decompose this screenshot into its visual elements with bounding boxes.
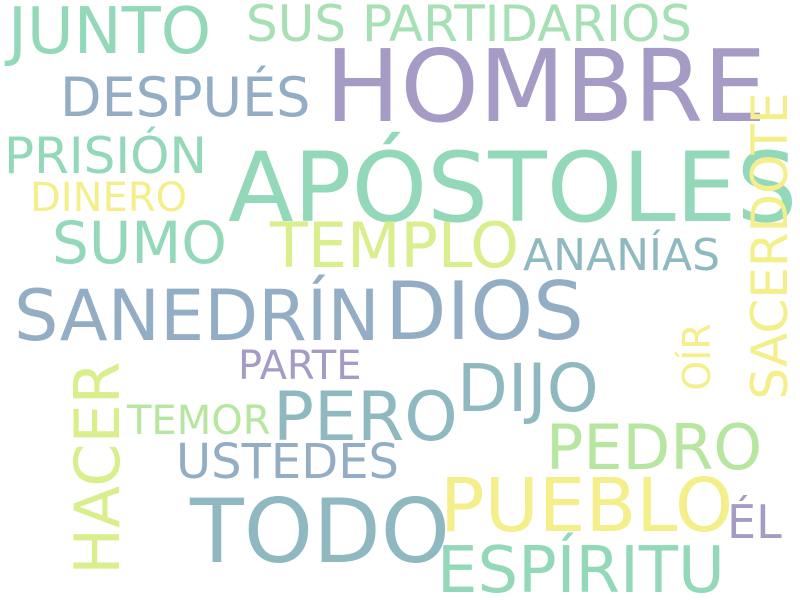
word-dios: DIOS <box>385 265 584 358</box>
word-hacer: HACER <box>61 361 134 575</box>
word-pueblo: PUEBLO <box>440 463 734 549</box>
word-parte: PARTE <box>238 343 362 389</box>
word-prision: PRISIÓN <box>4 127 207 185</box>
word-templo: TEMPLO <box>270 209 520 282</box>
word-despues: DESPUÉS <box>60 66 311 129</box>
word-dinero: DINERO <box>30 175 188 221</box>
word-sacerdote: SACERDOTE <box>741 92 799 400</box>
word-ananias: ANANÍAS <box>523 230 721 281</box>
word-sumo: SUMO <box>52 209 227 277</box>
word-dijo: DIJO <box>457 350 599 427</box>
word-apostoles: APÓSTOLES <box>228 132 798 244</box>
word-pedro: PEDRO <box>546 411 763 484</box>
word-hombre: HOMBRE <box>325 28 767 145</box>
word-ustedes: USTEDES <box>176 434 400 490</box>
word-oir: OÍR <box>675 323 719 391</box>
word-junto: JUNTO <box>8 0 212 69</box>
word-sus-partidarios: SUS PARTIDARIOS <box>246 0 692 53</box>
word-espiritu: ESPÍRITU <box>437 534 725 600</box>
word-sanedrin: SANEDRÍN <box>14 275 380 357</box>
word-todo: TODO <box>190 480 451 583</box>
word-temor: TEMOR <box>127 398 271 444</box>
word-el: ÉL <box>727 495 782 549</box>
word-pero: PERO <box>273 378 458 457</box>
